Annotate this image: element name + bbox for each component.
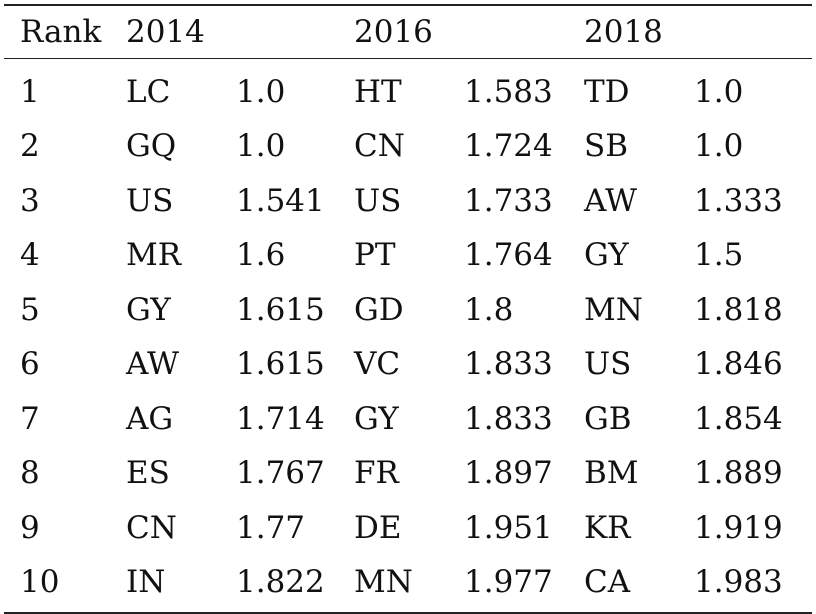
value-2016-cell: 1.8 xyxy=(464,291,514,328)
country-2016-cell: GY xyxy=(354,400,399,437)
rank-cell: 8 xyxy=(20,455,40,492)
value-2014-cell: 1.6 xyxy=(236,237,286,274)
value-2014-cell: 1.77 xyxy=(236,509,306,546)
country-2014-cell: ES xyxy=(126,455,170,492)
value-2014-cell: 1.615 xyxy=(236,291,325,328)
country-2016-cell: FR xyxy=(354,455,399,492)
table-row: 9 CN 1.77 DE 1.951 KR 1.919 xyxy=(4,501,812,556)
country-2014-cell: US xyxy=(126,182,174,219)
table-row: 8 ES 1.767 FR 1.897 BM 1.889 xyxy=(4,447,812,502)
rank-cell: 4 xyxy=(20,237,40,274)
value-2016-cell: 1.583 xyxy=(464,73,553,110)
country-2018-cell: MN xyxy=(584,291,643,328)
value-2014-cell: 1.0 xyxy=(236,73,286,110)
header-2018-value xyxy=(694,5,812,59)
value-2014-cell: 1.615 xyxy=(236,346,325,383)
country-2016-cell: DE xyxy=(354,509,402,546)
value-2016-cell: 1.833 xyxy=(464,400,553,437)
country-2016-cell: PT xyxy=(354,237,396,274)
country-2018-cell: TD xyxy=(584,73,630,110)
country-2018-cell: KR xyxy=(584,509,631,546)
country-2014-cell: AG xyxy=(126,400,174,437)
header-rank: Rank xyxy=(20,13,102,50)
country-2014-cell: GQ xyxy=(126,128,177,165)
country-2018-cell: BM xyxy=(584,455,639,492)
country-2014-cell: MR xyxy=(126,237,182,274)
header-2014-value xyxy=(236,5,354,59)
header-2018: 2018 xyxy=(584,13,663,50)
country-2014-cell: IN xyxy=(126,564,166,601)
value-2018-cell: 1.0 xyxy=(694,128,744,165)
value-2018-cell: 1.846 xyxy=(694,346,783,383)
value-2018-cell: 1.919 xyxy=(694,509,783,546)
table-row: 3 US 1.541 US 1.733 AW 1.333 xyxy=(4,174,812,229)
country-2018-cell: GB xyxy=(584,400,632,437)
value-2014-cell: 1.822 xyxy=(236,564,325,601)
rank-cell: 5 xyxy=(20,291,40,328)
value-2016-cell: 1.764 xyxy=(464,237,553,274)
value-2018-cell: 1.889 xyxy=(694,455,783,492)
table-header-row: Rank 2014 2016 2018 xyxy=(4,5,812,59)
country-2016-cell: GD xyxy=(354,291,404,328)
value-2014-cell: 1.767 xyxy=(236,455,325,492)
rank-cell: 10 xyxy=(20,564,60,601)
value-2014-cell: 1.714 xyxy=(236,400,325,437)
table-row: 4 MR 1.6 PT 1.764 GY 1.5 xyxy=(4,229,812,284)
table-row: 7 AG 1.714 GY 1.833 GB 1.854 xyxy=(4,392,812,447)
header-2016: 2016 xyxy=(354,13,433,50)
table-row: 6 AW 1.615 VC 1.833 US 1.846 xyxy=(4,338,812,393)
value-2018-cell: 1.983 xyxy=(694,564,783,601)
ranking-table-container: Rank 2014 2016 2018 1 LC 1.0 HT 1.583 TD 1.0 2 G… xyxy=(4,4,812,614)
table-row: 2 GQ 1.0 CN 1.724 SB 1.0 xyxy=(4,120,812,175)
rank-cell: 6 xyxy=(20,346,40,383)
country-2016-cell: US xyxy=(354,182,402,219)
country-2014-cell: LC xyxy=(126,73,171,110)
value-2016-cell: 1.733 xyxy=(464,182,553,219)
country-2016-cell: HT xyxy=(354,73,402,110)
country-2016-cell: VC xyxy=(354,346,401,383)
header-2016-value xyxy=(464,5,584,59)
country-2014-cell: CN xyxy=(126,509,177,546)
country-2018-cell: US xyxy=(584,346,632,383)
value-2018-cell: 1.0 xyxy=(694,73,744,110)
table-row: 10 IN 1.822 MN 1.977 CA 1.983 xyxy=(4,556,812,613)
header-2014: 2014 xyxy=(126,13,205,50)
value-2018-cell: 1.854 xyxy=(694,400,783,437)
value-2018-cell: 1.818 xyxy=(694,291,783,328)
rank-cell: 2 xyxy=(20,128,40,165)
ranking-table: Rank 2014 2016 2018 1 LC 1.0 HT 1.583 TD 1.0 2 G… xyxy=(4,4,812,614)
rank-cell: 7 xyxy=(20,400,40,437)
rank-cell: 1 xyxy=(20,73,40,110)
value-2018-cell: 1.5 xyxy=(694,237,744,274)
value-2018-cell: 1.333 xyxy=(694,182,783,219)
table-body: 1 LC 1.0 HT 1.583 TD 1.0 2 GQ 1.0 CN 1.724 SB 1.0 3 US 1… xyxy=(4,59,812,613)
country-2018-cell: SB xyxy=(584,128,629,165)
rank-cell: 9 xyxy=(20,509,40,546)
country-2014-cell: GY xyxy=(126,291,171,328)
country-2016-cell: MN xyxy=(354,564,413,601)
value-2016-cell: 1.897 xyxy=(464,455,553,492)
value-2016-cell: 1.833 xyxy=(464,346,553,383)
value-2016-cell: 1.951 xyxy=(464,509,553,546)
country-2018-cell: CA xyxy=(584,564,631,601)
country-2018-cell: GY xyxy=(584,237,629,274)
value-2016-cell: 1.977 xyxy=(464,564,553,601)
table-row: 1 LC 1.0 HT 1.583 TD 1.0 xyxy=(4,59,812,120)
value-2014-cell: 1.541 xyxy=(236,182,325,219)
rank-cell: 3 xyxy=(20,182,40,219)
country-2016-cell: CN xyxy=(354,128,405,165)
country-2018-cell: AW xyxy=(584,182,637,219)
value-2014-cell: 1.0 xyxy=(236,128,286,165)
country-2014-cell: AW xyxy=(126,346,179,383)
table-row: 5 GY 1.615 GD 1.8 MN 1.818 xyxy=(4,283,812,338)
value-2016-cell: 1.724 xyxy=(464,128,553,165)
